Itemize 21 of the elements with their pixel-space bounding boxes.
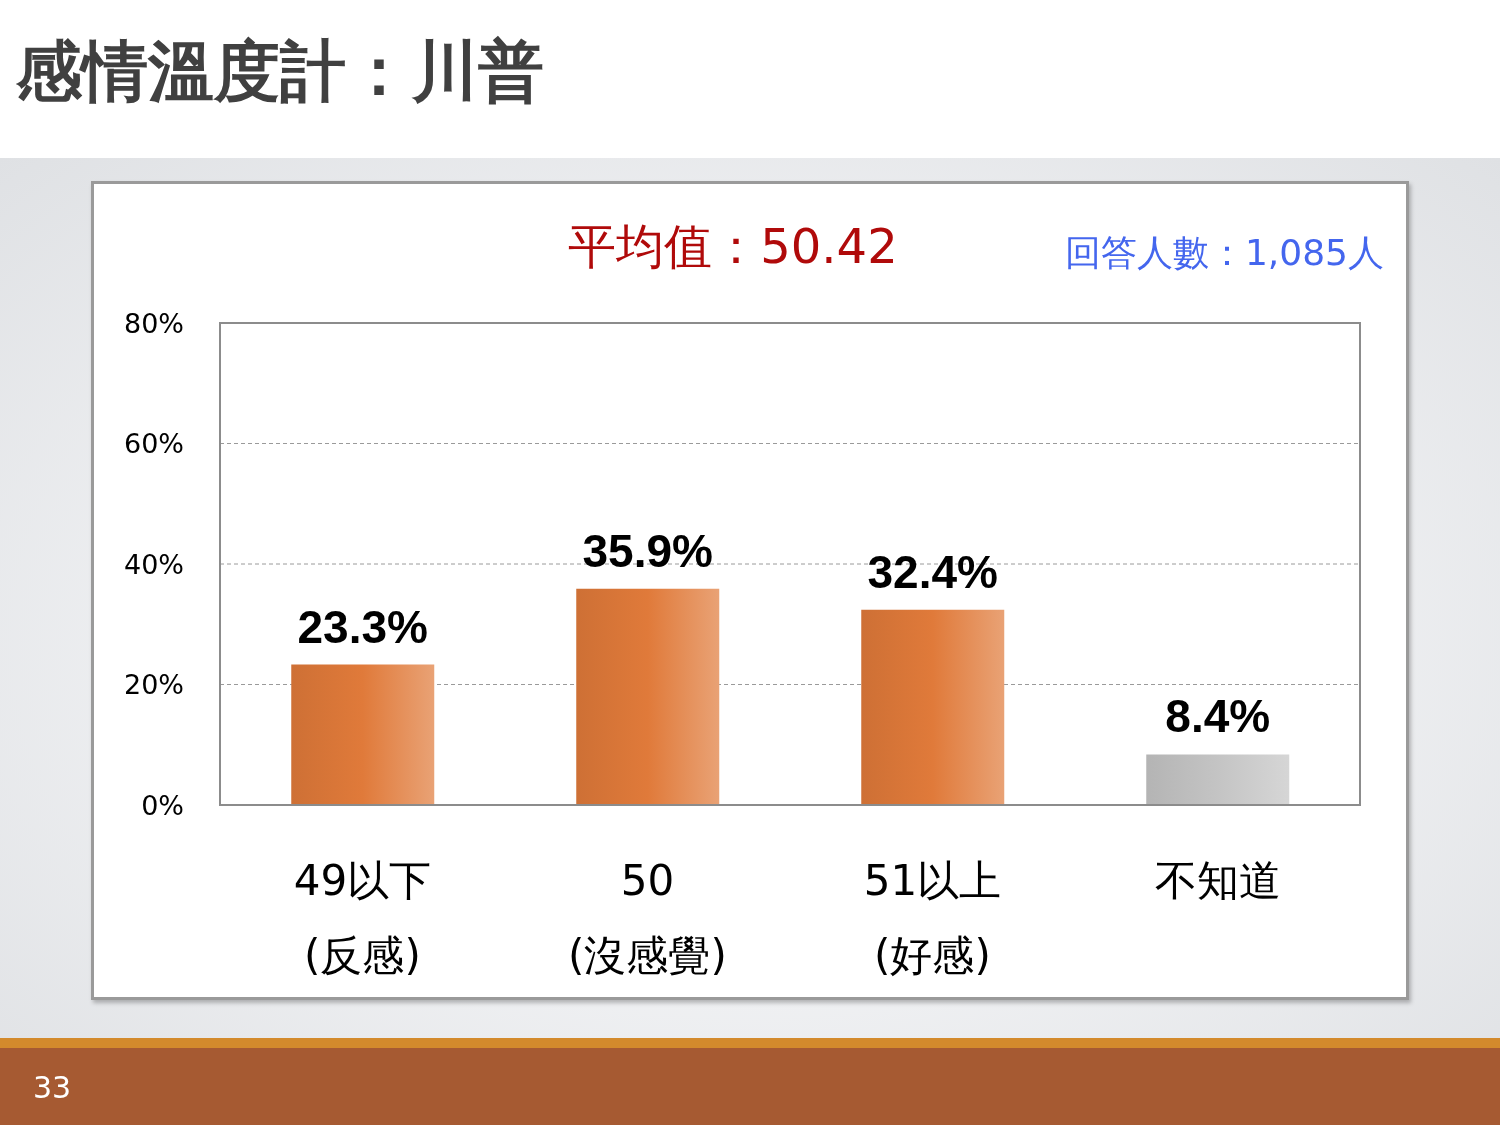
data-label: 32.4%: [867, 545, 998, 598]
data-label: 23.3%: [297, 600, 428, 653]
bar: [291, 664, 435, 805]
y-tick-label: 80%: [123, 307, 184, 339]
chart-title: 感情溫度計：川普: [16, 33, 544, 110]
x-tick-label: 51以上 (好感): [863, 856, 1002, 980]
bar: [1146, 754, 1290, 805]
y-tick-label: 60%: [123, 428, 184, 460]
text: 平均值：50.42: [567, 218, 899, 276]
x-tick-label: 50 (沒感覺): [568, 856, 727, 980]
x-tick-label: 49以下 (反感): [293, 856, 432, 980]
y-tick-label: 20%: [123, 669, 184, 701]
y-tick-label: 40%: [123, 548, 184, 580]
x-tick-label: 不知道: [1154, 856, 1281, 905]
y-tick-label: 0%: [141, 789, 184, 821]
data-label: 35.9%: [582, 524, 713, 577]
text: 回答人數：1,085人: [1063, 231, 1384, 275]
text: 33: [31, 1070, 73, 1106]
bar: [576, 588, 720, 805]
data-label: 8.4%: [1165, 690, 1271, 743]
bar: [861, 609, 1005, 805]
